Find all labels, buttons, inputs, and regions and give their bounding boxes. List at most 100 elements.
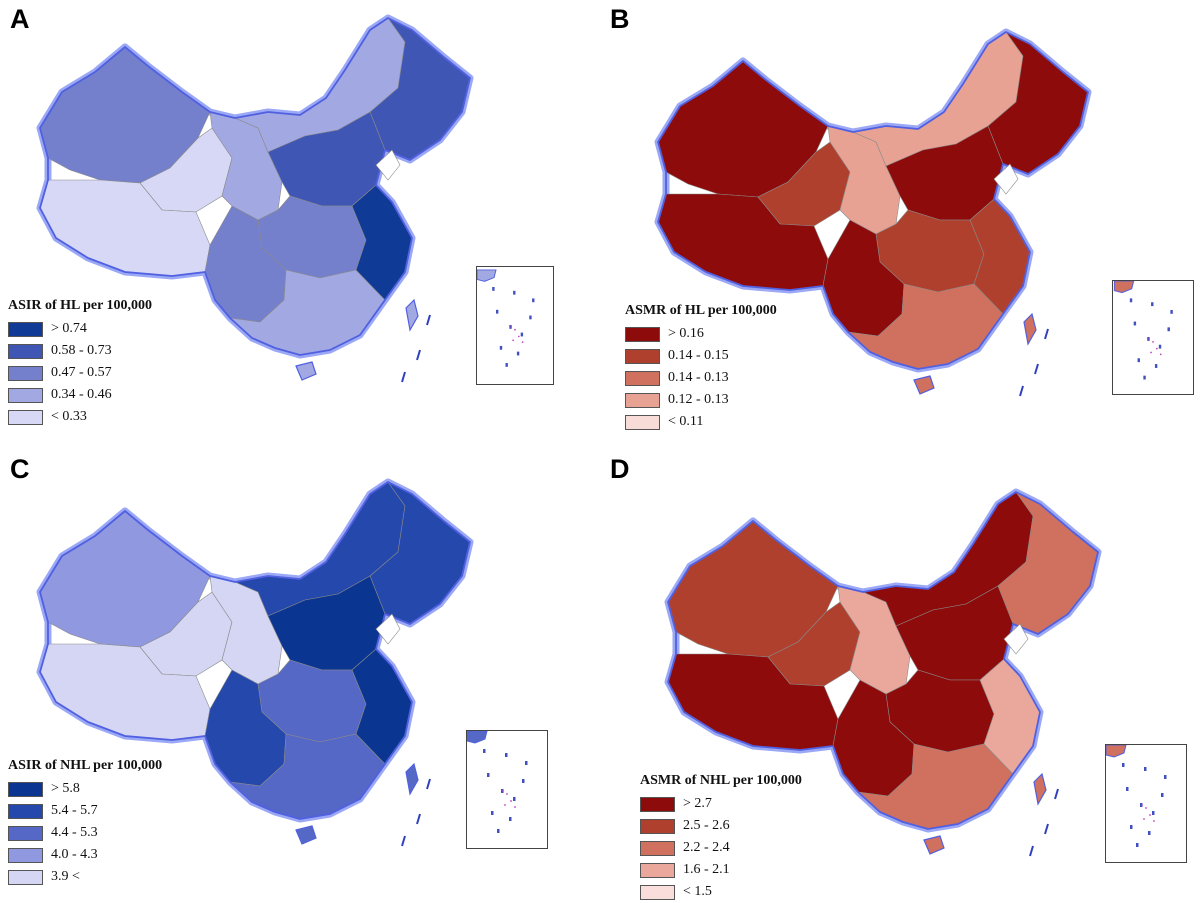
south-china-sea-inset xyxy=(1105,744,1187,863)
china-choropleth-map xyxy=(36,14,474,383)
inset-reef xyxy=(514,328,516,331)
sea-boundary-dash xyxy=(426,314,431,326)
legend: ASMR of HL per 100,000 > 0.16 0.14 - 0.1… xyxy=(625,303,777,433)
legend-item: 4.4 - 5.3 xyxy=(8,822,162,844)
inset-island xyxy=(505,753,508,757)
legend-swatch xyxy=(625,348,660,364)
panel-letter: D xyxy=(610,454,630,484)
legend-label: 0.14 - 0.13 xyxy=(668,370,729,385)
inset-island xyxy=(1133,321,1137,326)
china-choropleth-map xyxy=(654,28,1092,397)
south-china-sea-inset xyxy=(466,730,548,849)
inset-island xyxy=(1170,309,1173,314)
inset-map xyxy=(466,730,528,833)
legend-label: 5.4 - 5.7 xyxy=(51,803,98,818)
legend-swatch xyxy=(625,392,660,408)
inset-island xyxy=(497,829,500,833)
inset-reef xyxy=(1152,340,1154,343)
inset-island xyxy=(483,749,486,753)
inset-reef xyxy=(1149,814,1151,816)
inset-reef xyxy=(1148,338,1151,340)
panel-letter: A xyxy=(10,4,30,34)
legend-item: 0.14 - 0.13 xyxy=(625,367,777,389)
legend-label: < 0.33 xyxy=(51,409,87,424)
inset-island xyxy=(532,298,535,303)
inset-island xyxy=(509,817,512,821)
legend-item: 2.5 - 2.6 xyxy=(640,815,802,837)
legend-item: 2.2 - 2.4 xyxy=(640,837,802,859)
taiwan-island xyxy=(1033,772,1047,806)
legend-item: > 0.74 xyxy=(8,318,152,340)
inset-island xyxy=(529,315,532,320)
legend-label: > 0.74 xyxy=(51,321,87,336)
inset-island xyxy=(1167,327,1170,332)
inset-island xyxy=(491,811,494,815)
inset-reef xyxy=(1153,820,1155,822)
legend: ASIR of NHL per 100,000 > 5.8 5.4 - 5.7 … xyxy=(8,758,162,888)
map-panel-d: D ASMR of NHL per 100,000 > 2.7 2.5 - 2.… xyxy=(600,450,1200,900)
legend-item: 0.58 - 0.73 xyxy=(8,340,152,362)
sea-boundary-dash xyxy=(426,778,431,790)
legend-item: 1.6 - 2.1 xyxy=(640,859,802,881)
inset-map xyxy=(1113,280,1173,380)
panel-letter: B xyxy=(610,4,630,34)
inset-island xyxy=(1144,767,1147,771)
bohai-sea xyxy=(1003,623,1029,655)
legend-swatch xyxy=(8,803,43,819)
legend-swatch xyxy=(640,862,675,878)
china-map-group xyxy=(654,28,1092,397)
legend-label: 2.5 - 2.6 xyxy=(683,818,730,833)
inset-island xyxy=(1161,793,1164,797)
inset-island xyxy=(1158,344,1162,349)
inset-island xyxy=(513,797,516,801)
inset-reef xyxy=(1150,351,1152,354)
inset-island xyxy=(492,287,495,291)
legend-swatch xyxy=(8,321,43,337)
legend-swatch xyxy=(8,387,43,403)
inset-map xyxy=(476,269,535,367)
legend-swatch xyxy=(640,818,675,834)
inset-island xyxy=(1136,843,1139,847)
bohai-sea xyxy=(375,613,401,645)
sea-boundary-dash xyxy=(416,349,421,361)
inset-reef xyxy=(512,339,514,342)
inset-island xyxy=(1154,364,1158,368)
sea-boundary-dash xyxy=(1029,845,1034,857)
legend-label: 0.14 - 0.15 xyxy=(668,348,729,363)
legend-swatch xyxy=(8,781,43,797)
hainan-island xyxy=(923,835,945,855)
inset-island xyxy=(496,309,499,314)
inset-island xyxy=(1137,358,1140,363)
inset-reef xyxy=(521,341,524,343)
hainan-island xyxy=(295,361,317,381)
legend-item: 0.34 - 0.46 xyxy=(8,384,152,406)
legend-item: 5.4 - 5.7 xyxy=(8,800,162,822)
inset-reef xyxy=(1141,804,1143,806)
legend: ASIR of HL per 100,000 > 0.74 0.58 - 0.7… xyxy=(8,298,152,428)
sea-boundary-dash xyxy=(401,371,406,383)
china-choropleth-map xyxy=(36,478,474,847)
bohai-sea xyxy=(993,163,1019,195)
inset-island xyxy=(522,779,525,783)
legend-title: ASMR of HL per 100,000 xyxy=(625,303,777,318)
legend-label: 4.4 - 5.3 xyxy=(51,825,98,840)
legend-label: 2.2 - 2.4 xyxy=(683,840,730,855)
legend-title: ASIR of NHL per 100,000 xyxy=(8,758,163,773)
inset-reef xyxy=(1155,347,1158,350)
south-china-sea-inset xyxy=(476,266,554,385)
inset-coast xyxy=(1105,744,1127,758)
legend-swatch xyxy=(8,825,43,841)
inset-island xyxy=(1143,375,1146,380)
china-choropleth-map xyxy=(664,488,1102,857)
bohai-sea xyxy=(375,149,401,181)
inset-reef xyxy=(510,800,512,802)
inset-island xyxy=(499,345,503,350)
legend-title: ASIR of HL per 100,000 xyxy=(8,298,153,313)
inset-island xyxy=(1129,298,1133,303)
inset-reef xyxy=(1145,807,1147,809)
legend-label: 0.34 - 0.46 xyxy=(51,387,112,402)
sea-boundary-dash xyxy=(1019,385,1024,397)
legend-label: > 0.16 xyxy=(668,326,704,341)
south-china-sea-inset xyxy=(1112,280,1194,395)
legend-swatch xyxy=(8,365,43,381)
